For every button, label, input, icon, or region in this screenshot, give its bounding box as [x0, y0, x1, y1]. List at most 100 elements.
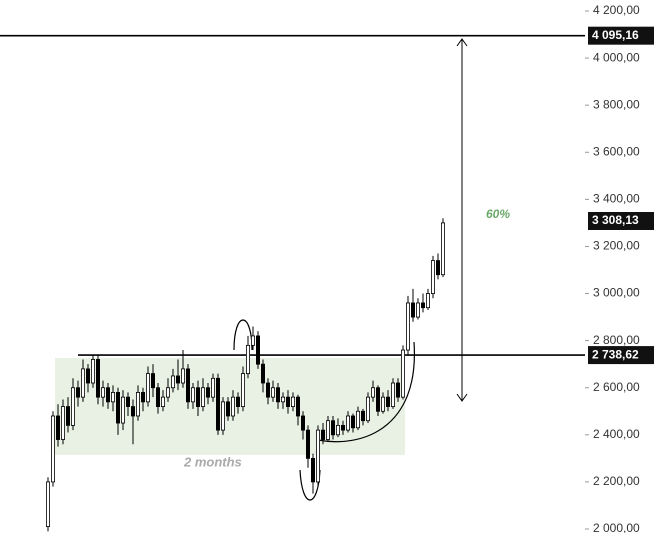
range-label: 2 months	[183, 454, 242, 469]
candle-body	[250, 335, 255, 346]
candle-body	[305, 429, 310, 459]
y-tick-label: 2 000,00	[593, 521, 640, 533]
candle-body	[155, 387, 160, 407]
candle-body	[345, 415, 350, 431]
candle-body	[180, 368, 185, 384]
level-label-bg	[588, 346, 654, 365]
candle-body	[121, 396, 126, 424]
candle-body	[111, 392, 116, 403]
candle-body	[440, 222, 445, 276]
candle-body	[91, 359, 96, 384]
y-tick-label: 3 800,00	[593, 97, 640, 111]
y-tick-label: 3 200,00	[593, 239, 640, 253]
candle-body	[330, 420, 335, 436]
last-price-label: 3 308,13	[592, 213, 639, 227]
candle-body	[165, 387, 170, 398]
y-tick-label: 2 600,00	[593, 380, 640, 394]
candle-body	[410, 302, 415, 318]
candle-body	[290, 396, 295, 407]
candle-body	[300, 415, 305, 431]
candle-body	[365, 396, 370, 422]
candle-body	[395, 382, 400, 398]
candle-body	[81, 368, 86, 398]
candle-body	[195, 387, 200, 407]
candle-body	[56, 415, 61, 440]
candle-body	[335, 424, 340, 436]
candle-body	[86, 368, 91, 384]
candle-body	[360, 410, 365, 422]
y-tick-label: 2 400,00	[593, 427, 640, 441]
candle-body	[130, 406, 135, 417]
candle-body	[210, 377, 215, 398]
candle-body	[126, 396, 131, 407]
y-tick-label: 3 400,00	[593, 192, 640, 206]
candle-body	[420, 302, 425, 309]
candle-body	[255, 335, 260, 365]
measure-label: 60%	[486, 207, 510, 221]
y-tick-label: 4 000,00	[593, 50, 640, 64]
candle-body	[280, 396, 285, 403]
candle-body	[135, 392, 140, 417]
candle-body	[215, 377, 220, 431]
candle-body	[375, 387, 380, 412]
candle-body	[160, 396, 165, 407]
candle-body	[385, 396, 390, 407]
candle-body	[405, 302, 410, 351]
candle-body	[355, 410, 360, 429]
candle-body	[400, 349, 405, 398]
candle-body	[430, 260, 435, 294]
candle-body	[170, 375, 175, 389]
candle-body	[175, 375, 180, 384]
candle-body	[96, 359, 101, 398]
candle-body	[260, 363, 265, 384]
y-tick-label: 3 000,00	[593, 286, 640, 300]
candle-body	[225, 401, 230, 417]
candle-body	[415, 302, 420, 318]
candle-body	[285, 396, 290, 407]
candle-body	[150, 373, 155, 389]
candle-body	[435, 260, 440, 276]
candle-body	[370, 387, 375, 398]
y-tick-label: 3 600,00	[593, 144, 640, 158]
y-tick-label: 2 200,00	[593, 474, 640, 488]
candle-body	[275, 387, 280, 403]
candle-body	[145, 373, 150, 403]
level-label: 2 738,62	[592, 347, 639, 361]
level-label: 4 095,16	[592, 28, 639, 42]
candle-body	[220, 401, 225, 431]
last-price-bg	[588, 211, 654, 230]
candle-body	[340, 424, 345, 431]
candle-body	[200, 387, 205, 407]
rounding-curve	[317, 341, 415, 443]
candle-body	[350, 415, 355, 429]
candle-body	[230, 396, 235, 417]
candle-body	[76, 387, 81, 398]
candle-body	[270, 387, 275, 398]
candle-body	[295, 396, 300, 417]
candle-body	[380, 396, 385, 412]
candle-body	[320, 429, 325, 440]
candle-body	[190, 387, 195, 403]
candle-body	[240, 373, 245, 407]
candle-body	[140, 392, 145, 403]
candle-body	[71, 387, 76, 426]
candle-body	[315, 429, 320, 483]
y-tick-label: 4 200,00	[593, 3, 640, 17]
candle-body	[310, 457, 315, 483]
candle-body	[390, 382, 395, 407]
arrow-heads	[456, 38, 468, 402]
candle-body	[325, 420, 330, 440]
candle-body	[61, 406, 66, 440]
candle-body	[205, 387, 210, 398]
candle-body	[245, 344, 250, 375]
candle-body	[425, 293, 430, 309]
level-label-bg	[588, 26, 654, 45]
candle-body	[46, 481, 51, 528]
candle-body	[101, 387, 106, 398]
candle-body	[66, 406, 71, 426]
candle-body	[116, 392, 121, 424]
y-tick-label: 2 800,00	[593, 333, 640, 347]
candle-body	[51, 415, 56, 483]
candle-body	[106, 387, 111, 403]
